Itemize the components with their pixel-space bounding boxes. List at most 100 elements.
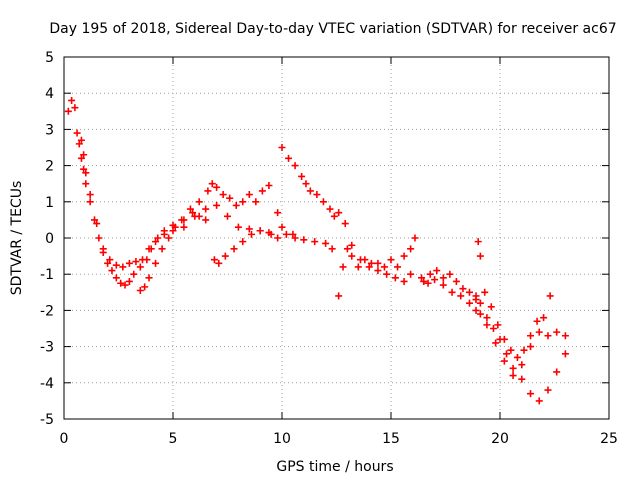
data-point (424, 279, 432, 287)
data-point (239, 198, 247, 206)
data-point (465, 288, 473, 296)
data-point (513, 353, 521, 361)
data-point (73, 129, 81, 137)
data-point (95, 234, 103, 242)
series-track-4 (210, 227, 299, 267)
data-point (374, 259, 382, 267)
data-point (343, 245, 351, 253)
data-point (213, 201, 221, 209)
data-point (394, 263, 402, 271)
chart-title: Day 195 of 2018, Sidereal Day-to-day VTE… (49, 21, 616, 37)
data-point (80, 165, 88, 173)
data-point (533, 317, 541, 325)
data-point (138, 256, 146, 264)
data-point (213, 183, 221, 191)
data-point (407, 245, 415, 253)
x-tick-label: 25 (600, 431, 618, 447)
series-track-3 (136, 209, 210, 294)
data-points (64, 96, 569, 405)
data-point (252, 198, 260, 206)
data-point (492, 339, 500, 347)
data-point (215, 259, 223, 267)
data-point (354, 263, 362, 271)
data-point (291, 162, 299, 170)
data-point (68, 96, 76, 104)
data-point (106, 256, 114, 264)
data-point (154, 234, 162, 242)
data-point (500, 357, 508, 365)
data-point (165, 234, 173, 242)
data-point (433, 267, 441, 275)
data-point (459, 285, 467, 293)
data-point (108, 267, 116, 275)
data-point (219, 191, 227, 199)
data-point (535, 397, 543, 405)
data-point (152, 238, 160, 246)
data-point (230, 245, 238, 253)
data-point (518, 361, 526, 369)
data-point (546, 292, 554, 300)
data-point (258, 187, 266, 195)
data-point (306, 187, 314, 195)
data-point (472, 306, 480, 314)
data-point (186, 205, 194, 213)
data-point (341, 220, 349, 228)
data-point (195, 198, 203, 206)
data-point (356, 256, 364, 264)
y-tick-label: 0 (45, 231, 54, 247)
data-point (202, 216, 210, 224)
data-point (91, 216, 99, 224)
data-point (208, 180, 216, 188)
data-point (326, 205, 334, 213)
data-point (487, 303, 495, 311)
y-tick-label: -1 (40, 267, 54, 283)
data-point (374, 267, 382, 275)
data-point (141, 283, 149, 291)
data-point (112, 274, 120, 282)
data-point (82, 169, 90, 177)
data-point (226, 194, 234, 202)
data-point (483, 314, 491, 322)
data-point (71, 104, 79, 112)
data-point (204, 187, 212, 195)
data-point (82, 180, 90, 188)
series-track-7 (341, 220, 415, 285)
data-point (335, 209, 343, 217)
data-point (553, 368, 561, 376)
data-point (509, 364, 517, 372)
data-point (481, 288, 489, 296)
data-point (119, 263, 127, 271)
data-point (313, 191, 321, 199)
data-point (311, 238, 319, 246)
data-point (160, 230, 168, 238)
x-tick-label: 15 (382, 431, 400, 447)
data-point (265, 229, 273, 237)
data-point (418, 274, 426, 282)
data-point (527, 332, 535, 340)
data-point (439, 281, 447, 289)
data-point (474, 238, 482, 246)
series-track-8 (420, 267, 569, 405)
grid (64, 57, 609, 419)
data-point (439, 274, 447, 282)
data-point (330, 212, 338, 220)
data-point (476, 252, 484, 260)
data-point (232, 201, 240, 209)
y-tick-label: -2 (40, 303, 54, 319)
data-point (64, 107, 72, 115)
data-point (77, 136, 85, 144)
data-point (289, 230, 297, 238)
data-point (265, 182, 273, 190)
data-point (367, 259, 375, 267)
data-point (302, 180, 310, 188)
data-point (234, 223, 242, 231)
data-point (335, 292, 343, 300)
data-point (383, 270, 391, 278)
data-point (189, 209, 197, 217)
data-point (348, 241, 356, 249)
data-point (99, 245, 107, 253)
data-point (507, 346, 515, 354)
data-point (117, 279, 125, 287)
